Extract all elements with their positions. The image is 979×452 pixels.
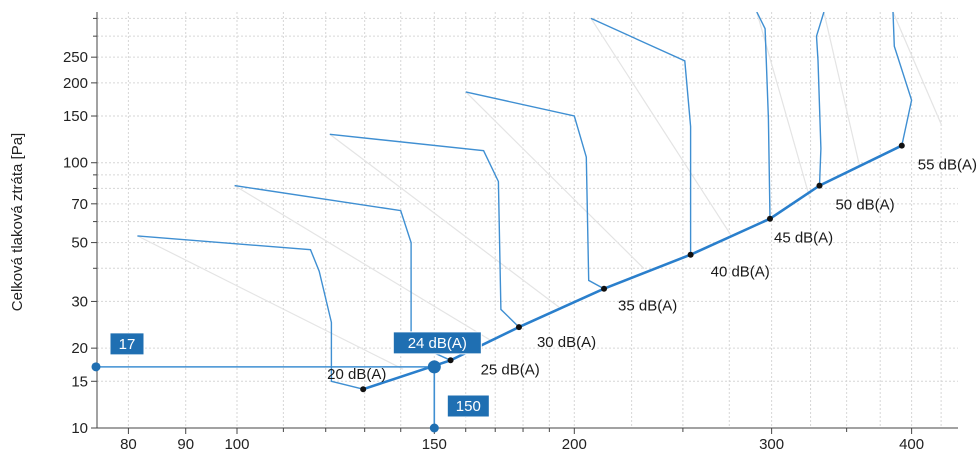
operating-point-x-badge-bg bbox=[446, 394, 490, 418]
y-tick-label: 30 bbox=[71, 293, 88, 310]
x-tick-label: 100 bbox=[224, 436, 249, 452]
noise-curves bbox=[137, 12, 913, 390]
y-tick-label: 100 bbox=[63, 155, 88, 172]
x-tick-label: 200 bbox=[562, 436, 587, 452]
operating-point-x-marker bbox=[429, 423, 439, 433]
operating-line-point bbox=[601, 285, 608, 292]
guide-line bbox=[892, 11, 943, 126]
guide-line bbox=[590, 18, 732, 236]
noise-curve bbox=[815, 12, 825, 186]
y-tick-label: 150 bbox=[63, 108, 88, 125]
db-label: 40 dB(A) bbox=[711, 264, 770, 281]
db-labels: 20 dB(A) 25 dB(A) 30 dB(A) 35 dB(A) 40 dB(A)… bbox=[327, 157, 977, 384]
db-label: 50 dB(A) bbox=[835, 197, 894, 214]
guide-line bbox=[465, 91, 645, 270]
guide-line bbox=[756, 11, 811, 199]
y-tick-label: 15 bbox=[71, 373, 88, 390]
operating-point-db-badge: 24 dB(A) bbox=[408, 335, 467, 352]
db-label: 20 dB(A) bbox=[327, 366, 386, 383]
noise-curve bbox=[756, 12, 771, 219]
operating-line-point bbox=[816, 182, 823, 189]
operating-line-point bbox=[687, 251, 694, 258]
y-axis-label: Celková tlaková ztráta [Pa] bbox=[9, 133, 26, 311]
guide-line bbox=[823, 11, 861, 166]
operating-point-y-marker bbox=[91, 362, 101, 372]
x-tick-label: 400 bbox=[899, 436, 924, 452]
y-tick-label: 20 bbox=[71, 340, 88, 357]
guide-line bbox=[137, 235, 404, 370]
operating-point-marker bbox=[427, 360, 441, 374]
operating-point: 17 150 24 dB(A) bbox=[91, 331, 490, 433]
y-tick-label: 200 bbox=[63, 75, 88, 92]
x-tick-label: 150 bbox=[422, 436, 447, 452]
y-tick-label: 70 bbox=[71, 196, 88, 213]
operating-line-point bbox=[515, 324, 522, 331]
noise-curve bbox=[892, 12, 913, 146]
db-label: 25 dB(A) bbox=[481, 361, 540, 378]
x-tick-label: 90 bbox=[177, 436, 194, 452]
db-label: 35 dB(A) bbox=[618, 298, 677, 315]
y-tick-label: 50 bbox=[71, 235, 88, 252]
guide-line bbox=[329, 133, 560, 308]
operating-line-point bbox=[447, 357, 454, 364]
operating-line-point bbox=[360, 386, 367, 393]
noise-curve bbox=[137, 235, 364, 390]
operating-line-point bbox=[766, 215, 773, 222]
db-label: 45 dB(A) bbox=[774, 230, 833, 247]
operating-line-point bbox=[898, 142, 905, 149]
y-tick-label: 10 bbox=[71, 420, 88, 437]
x-tick-label: 80 bbox=[120, 436, 137, 452]
y-tick-label: 250 bbox=[63, 49, 88, 66]
noise-curve bbox=[590, 17, 692, 255]
operating-line-path bbox=[362, 144, 903, 391]
db-label: 30 dB(A) bbox=[537, 334, 596, 351]
noise-curve bbox=[465, 91, 605, 290]
guide-line bbox=[234, 185, 491, 341]
x-tick-label: 300 bbox=[759, 436, 784, 452]
operating-line bbox=[360, 142, 905, 393]
operating-point-y-badge-bg bbox=[109, 332, 145, 356]
axes: 10 15 20 30 50 70 100 150 200 250 80 90 100 150 200 300… bbox=[63, 12, 958, 452]
operating-point-y-badge: 17 bbox=[119, 336, 136, 353]
db-label: 55 dB(A) bbox=[918, 157, 977, 174]
operating-point-x-badge: 150 bbox=[456, 398, 481, 415]
noise-curve bbox=[329, 133, 520, 328]
operating-point-db-badge-bg bbox=[392, 331, 482, 355]
